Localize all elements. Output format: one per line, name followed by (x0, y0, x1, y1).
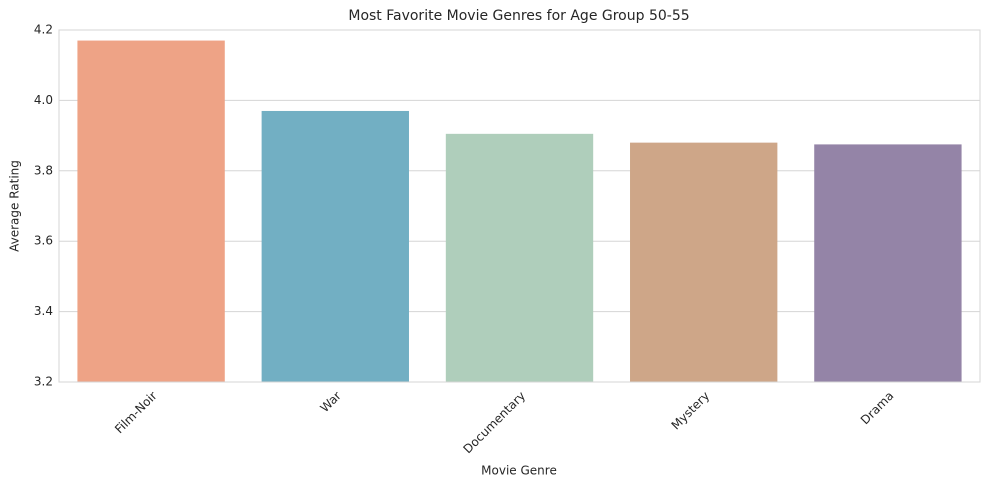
bar (814, 144, 962, 382)
x-axis-title: Movie Genre (481, 464, 557, 478)
y-tick-label: 3.8 (34, 163, 53, 177)
chart-title: Most Favorite Movie Genres for Age Group… (348, 8, 689, 24)
x-tick-label: Film-Noir (112, 389, 160, 437)
y-tick-label: 3.4 (34, 304, 53, 318)
bar (77, 40, 225, 383)
bar (261, 110, 409, 383)
y-tick-label: 4.0 (34, 93, 53, 107)
y-tick-label: 4.2 (34, 23, 53, 37)
bar (445, 133, 594, 382)
plot-frame (58, 29, 981, 383)
x-tick-label: Documentary (461, 389, 529, 457)
y-tick-label: 3.2 (34, 375, 53, 389)
y-axis-title: Average Rating (8, 160, 22, 252)
y-tick-label: 3.6 (34, 234, 53, 248)
bar (630, 142, 778, 382)
x-tick-label: War (317, 389, 343, 415)
x-tick-label: Mystery (669, 389, 713, 433)
x-tick-label: Drama (858, 389, 897, 428)
